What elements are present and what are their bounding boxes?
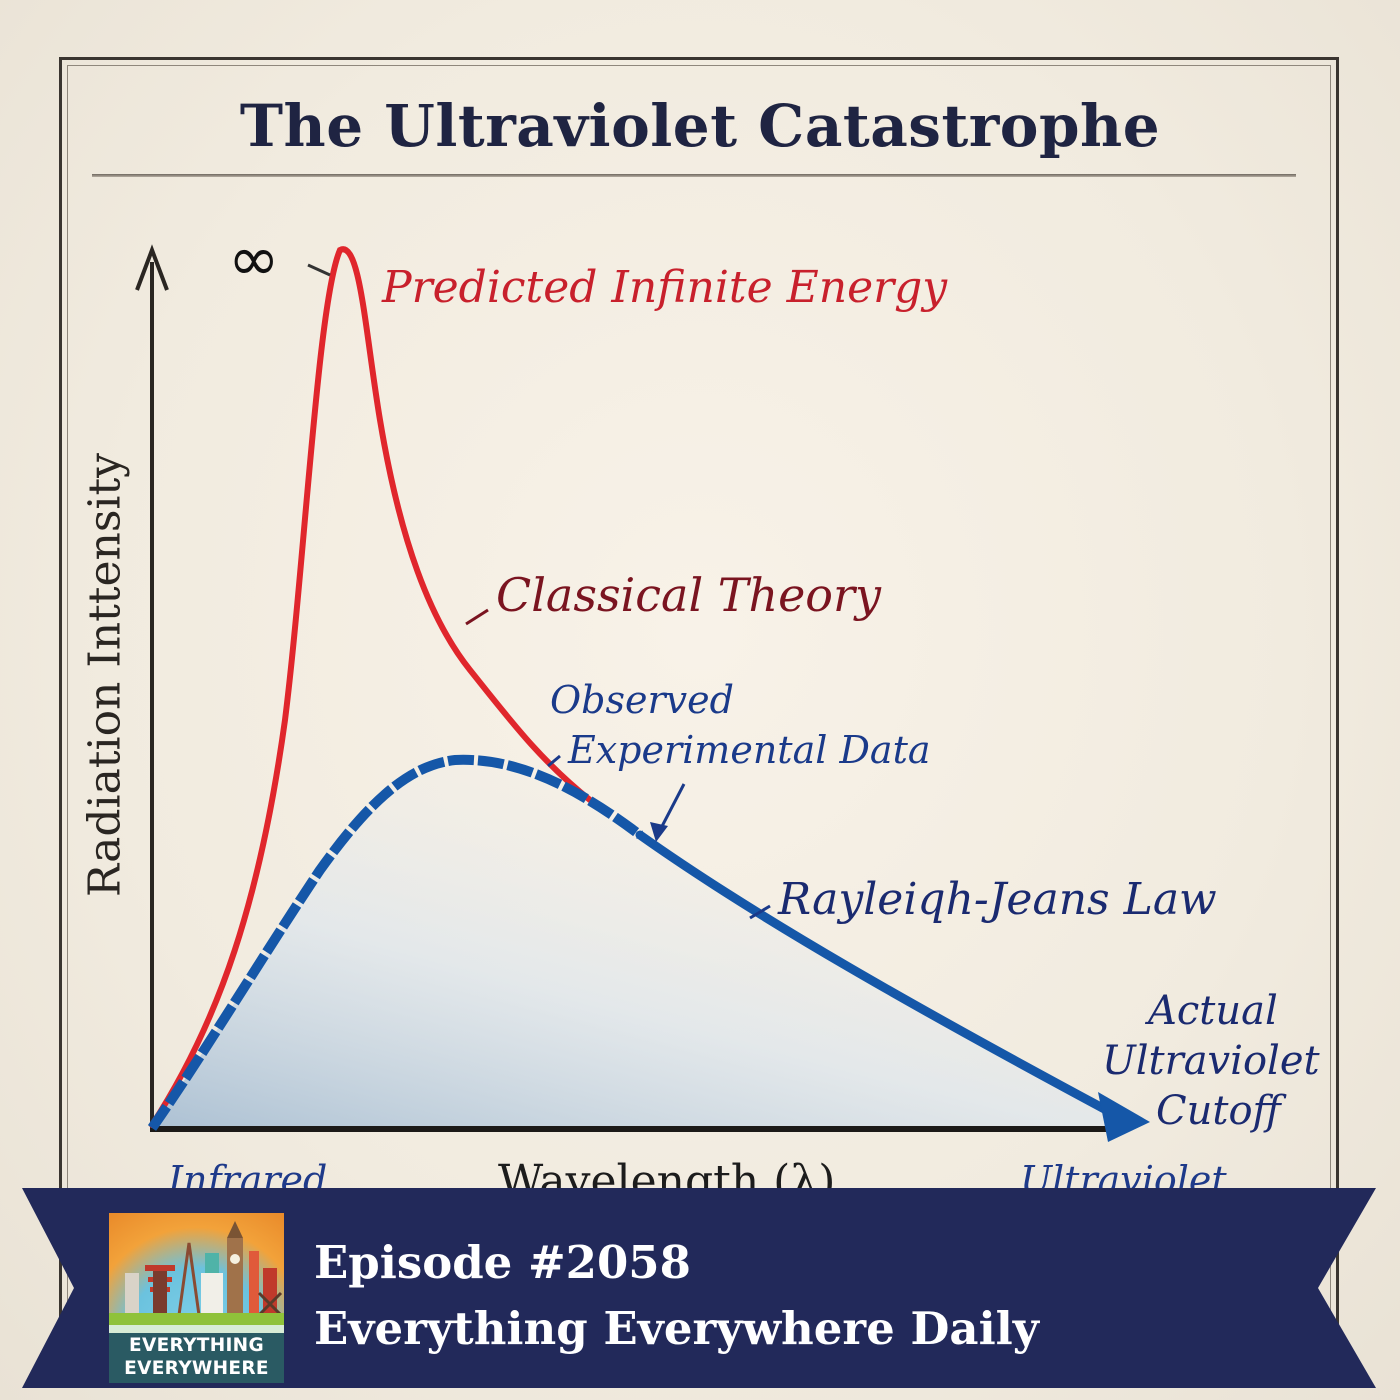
landmarks-icon xyxy=(125,1221,283,1317)
show-name: Everything Everywhere Daily xyxy=(314,1302,1039,1355)
classical-leader xyxy=(465,608,489,626)
observed-arrow-head-icon xyxy=(650,822,668,842)
rayleigh-leader xyxy=(749,904,771,920)
episode-number: Episode #2058 xyxy=(314,1236,691,1289)
cutoff-label-line3: Cutoff xyxy=(1156,1088,1281,1134)
logo-wave xyxy=(109,1325,284,1333)
predicted-infinite-energy-label: Predicted Infinite Energy xyxy=(382,262,948,313)
cutoff-arrowhead-icon xyxy=(1098,1092,1150,1142)
observed-leader xyxy=(547,754,561,768)
classical-theory-label: Classical Theory xyxy=(496,568,881,622)
title-divider xyxy=(92,174,1296,177)
observed-area-fill xyxy=(152,759,1120,1128)
infinity-icon: ∞ xyxy=(228,222,280,295)
episode-banner xyxy=(22,1188,1376,1388)
y-axis-label: Radiation Inttensity xyxy=(79,452,131,898)
observed-label-line2: Experimental Data xyxy=(568,728,931,772)
classical-theory-curve xyxy=(149,246,593,1128)
chart-title: The Ultraviolet Catastrophe xyxy=(239,92,1161,160)
y-axis-arrowhead xyxy=(135,244,169,291)
rayleigh-jeans-curve xyxy=(635,830,1115,1117)
logo-ground xyxy=(109,1313,284,1327)
infinity-leader xyxy=(307,263,331,277)
observed-label-line1: Observed xyxy=(550,678,734,722)
observed-data-curve xyxy=(147,754,643,1131)
logo-text-line2: EVERYWHERE xyxy=(124,1358,269,1379)
cutoff-label-line1: Actual xyxy=(1148,988,1278,1034)
rayleigh-jeans-label: Rayleiqh-Jeans Law xyxy=(778,874,1217,925)
cutoff-label-line2: Ultraviolet xyxy=(1102,1038,1320,1084)
podcast-logo: EVERYTHING EVERYWHERE xyxy=(109,1213,284,1383)
logo-text-line1: EVERYTHING xyxy=(129,1335,264,1356)
